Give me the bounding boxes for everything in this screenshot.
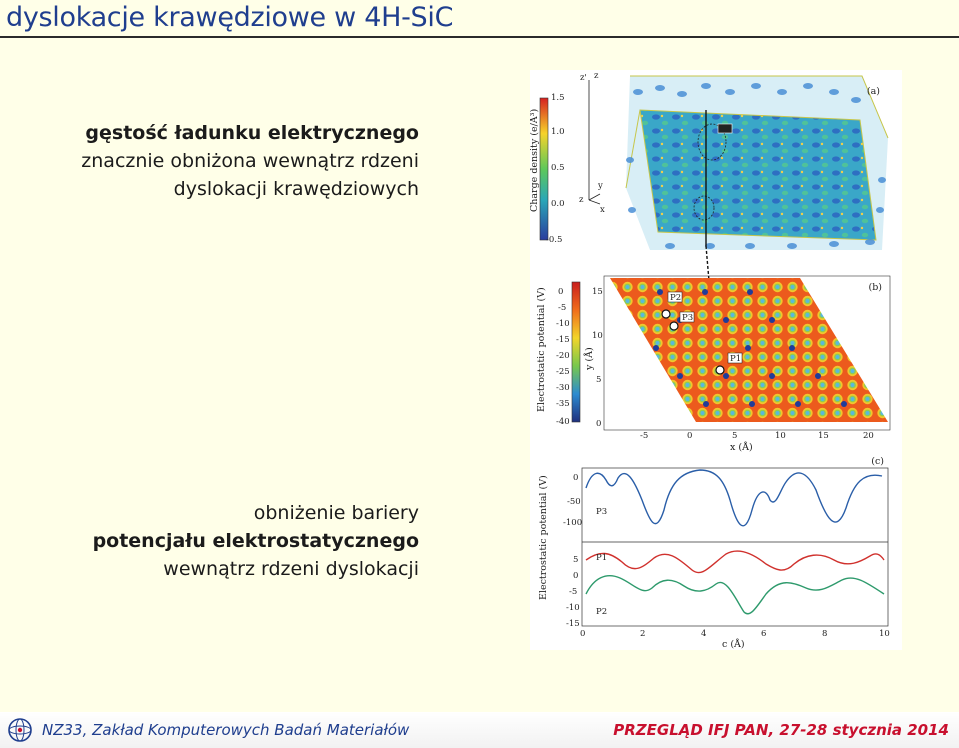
- p3-label: P3: [682, 313, 693, 323]
- charge-density-colorbar: [539, 97, 549, 241]
- series-p2-line: [585, 575, 885, 615]
- dislocation-core-marks: [693, 123, 727, 221]
- p2-marker: [661, 309, 671, 319]
- cb-b-tick-8: -40: [556, 417, 570, 427]
- b-ytick-2: 5: [596, 375, 601, 385]
- legend-p1: P1: [596, 553, 607, 563]
- panel-b: Electrostatic potential (V) 0 -5 -10 -15…: [536, 275, 891, 453]
- potential-colorbar: [571, 281, 581, 423]
- slab-frame-left: [625, 109, 641, 189]
- c-xtick-3: 6: [761, 629, 766, 639]
- panel-c-ylabel: Electrostatic potential (V): [538, 475, 549, 600]
- potential-minima: [653, 289, 847, 407]
- cb-b-tick-3: -15: [556, 335, 570, 345]
- footer-department: NZ33, Zakład Komputerowych Badań Materia…: [42, 721, 410, 739]
- cb-b-tick-6: -30: [556, 383, 570, 393]
- figure-svg: Charge density (e/Å³) 1.5 1.0 0.5 0.0 -0…: [530, 71, 891, 650]
- c-top-tick-2: -100: [563, 518, 582, 528]
- p1-label: P1: [730, 354, 741, 364]
- b-xtick-3: 10: [775, 431, 786, 441]
- potential-map-frame: [603, 275, 891, 431]
- panel-c: Electrostatic potential (V) 0 -50 -100 5…: [538, 456, 890, 650]
- potential-barrier-text: obniżenie bariery potencjału elektrostat…: [93, 499, 419, 583]
- cb-b-tick-4: -20: [556, 351, 570, 361]
- slide-title: dyslokacje krawędziowe w 4H-SiC: [6, 2, 454, 33]
- panel-b-label: (b): [869, 282, 883, 293]
- c-bot-tick-0: 5: [573, 555, 578, 565]
- c-bot-tick-2: -5: [569, 587, 577, 597]
- b-xtick-5: 20: [863, 431, 874, 441]
- cb-a-tick-3: 0.0: [551, 199, 565, 209]
- cb-a-tick-4: -0.5: [546, 235, 562, 245]
- b-ytick-3: 0: [596, 419, 601, 429]
- potential-barrier-line-1: obniżenie bariery: [253, 502, 419, 524]
- simulation-figure: Charge density (e/Å³) 1.5 1.0 0.5 0.0 -0…: [530, 70, 902, 650]
- panel-b-xlabel: x (Å): [730, 441, 753, 453]
- charge-density-slice: [639, 109, 877, 241]
- c-xtick-5: 10: [879, 629, 890, 639]
- potential-barrier-line-3: wewnątrz rdzeni dyslokacji: [163, 558, 419, 580]
- potential-colorbar-label: Electrostatic potential (V): [536, 287, 547, 412]
- x-axis-line: [588, 199, 601, 205]
- p2-label: P2: [670, 293, 681, 303]
- c-xtick-0: 0: [580, 629, 585, 639]
- series-p1-line: [585, 550, 885, 574]
- slab-frame-top: [630, 75, 889, 139]
- ifj-logo-icon: [8, 718, 32, 742]
- axis-label-zprime: z': [580, 73, 587, 83]
- axis-label-z-low: z: [579, 195, 584, 205]
- legend-p2: P2: [596, 607, 607, 617]
- c-bot-tick-1: 0: [573, 571, 578, 581]
- cb-b-tick-0: 0: [558, 287, 563, 297]
- c-top-tick-0: 0: [573, 473, 578, 483]
- c-xtick-1: 2: [640, 629, 645, 639]
- panel-a: Charge density (e/Å³) 1.5 1.0 0.5 0.0 -0…: [530, 71, 889, 250]
- p3-marker: [669, 321, 679, 331]
- charge-density-line-2: znacznie obniżona wewnątrz rdzeni: [81, 150, 419, 172]
- footer-event: PRZEGLĄD IFJ PAN, 27-28 stycznia 2014: [613, 721, 949, 739]
- title-underline: [0, 36, 959, 38]
- cb-a-tick-0: 1.5: [551, 93, 565, 103]
- cb-b-tick-2: -10: [556, 319, 570, 329]
- panel-c-xlabel: c (Å): [722, 638, 745, 650]
- atom-blobs: [626, 83, 886, 249]
- axis-label-x: x: [600, 205, 605, 215]
- potential-barrier-line-2: potencjału elektrostatycznego: [92, 530, 419, 552]
- panel-c-label: (c): [871, 456, 884, 467]
- charge-density-text: gęstość ładunku elektrycznego znacznie o…: [81, 119, 419, 203]
- b-ytick-1: 10: [592, 331, 603, 341]
- charge-density-line-3: dyslokacji krawędziowych: [173, 178, 419, 200]
- c-bot-tick-4: -15: [566, 619, 580, 629]
- cb-b-tick-5: -25: [556, 367, 570, 377]
- point-labels: P2 P3 P1: [667, 291, 743, 364]
- potential-profile-frame: [581, 467, 889, 627]
- legend-p3: P3: [596, 507, 607, 517]
- series-p3-line: [585, 469, 883, 527]
- c-top-tick-1: -50: [567, 497, 581, 507]
- inset-marker: [717, 123, 733, 134]
- c-xtick-4: 8: [822, 629, 827, 639]
- c-xtick-2: 4: [701, 629, 706, 639]
- cb-b-tick-7: -35: [556, 399, 570, 409]
- b-xtick-4: 15: [818, 431, 829, 441]
- charge-density-colorbar-label: Charge density (e/Å³): [530, 109, 540, 212]
- axis-label-y: y: [597, 181, 603, 191]
- b-xtick-2: 5: [732, 431, 737, 441]
- c-bot-tick-3: -10: [566, 603, 580, 613]
- footer-bar: NZ33, Zakład Komputerowych Badań Materia…: [0, 712, 959, 748]
- panel-a-label: (a): [867, 86, 880, 97]
- b-ytick-0: 15: [592, 287, 603, 297]
- point-markers: [661, 309, 725, 375]
- b-xtick-1: 0: [687, 431, 692, 441]
- y-axis-line: [588, 193, 601, 201]
- axis-label-z: z: [594, 71, 599, 81]
- b-xtick-0: -5: [640, 431, 648, 441]
- cb-a-tick-1: 1.0: [551, 127, 565, 137]
- charge-density-line-1: gęstość ładunku elektrycznego: [85, 122, 419, 144]
- cb-a-tick-2: 0.5: [551, 163, 565, 173]
- cb-b-tick-1: -5: [558, 303, 566, 313]
- p1-marker: [715, 365, 725, 375]
- panel-b-ylabel: y (Å): [583, 347, 595, 371]
